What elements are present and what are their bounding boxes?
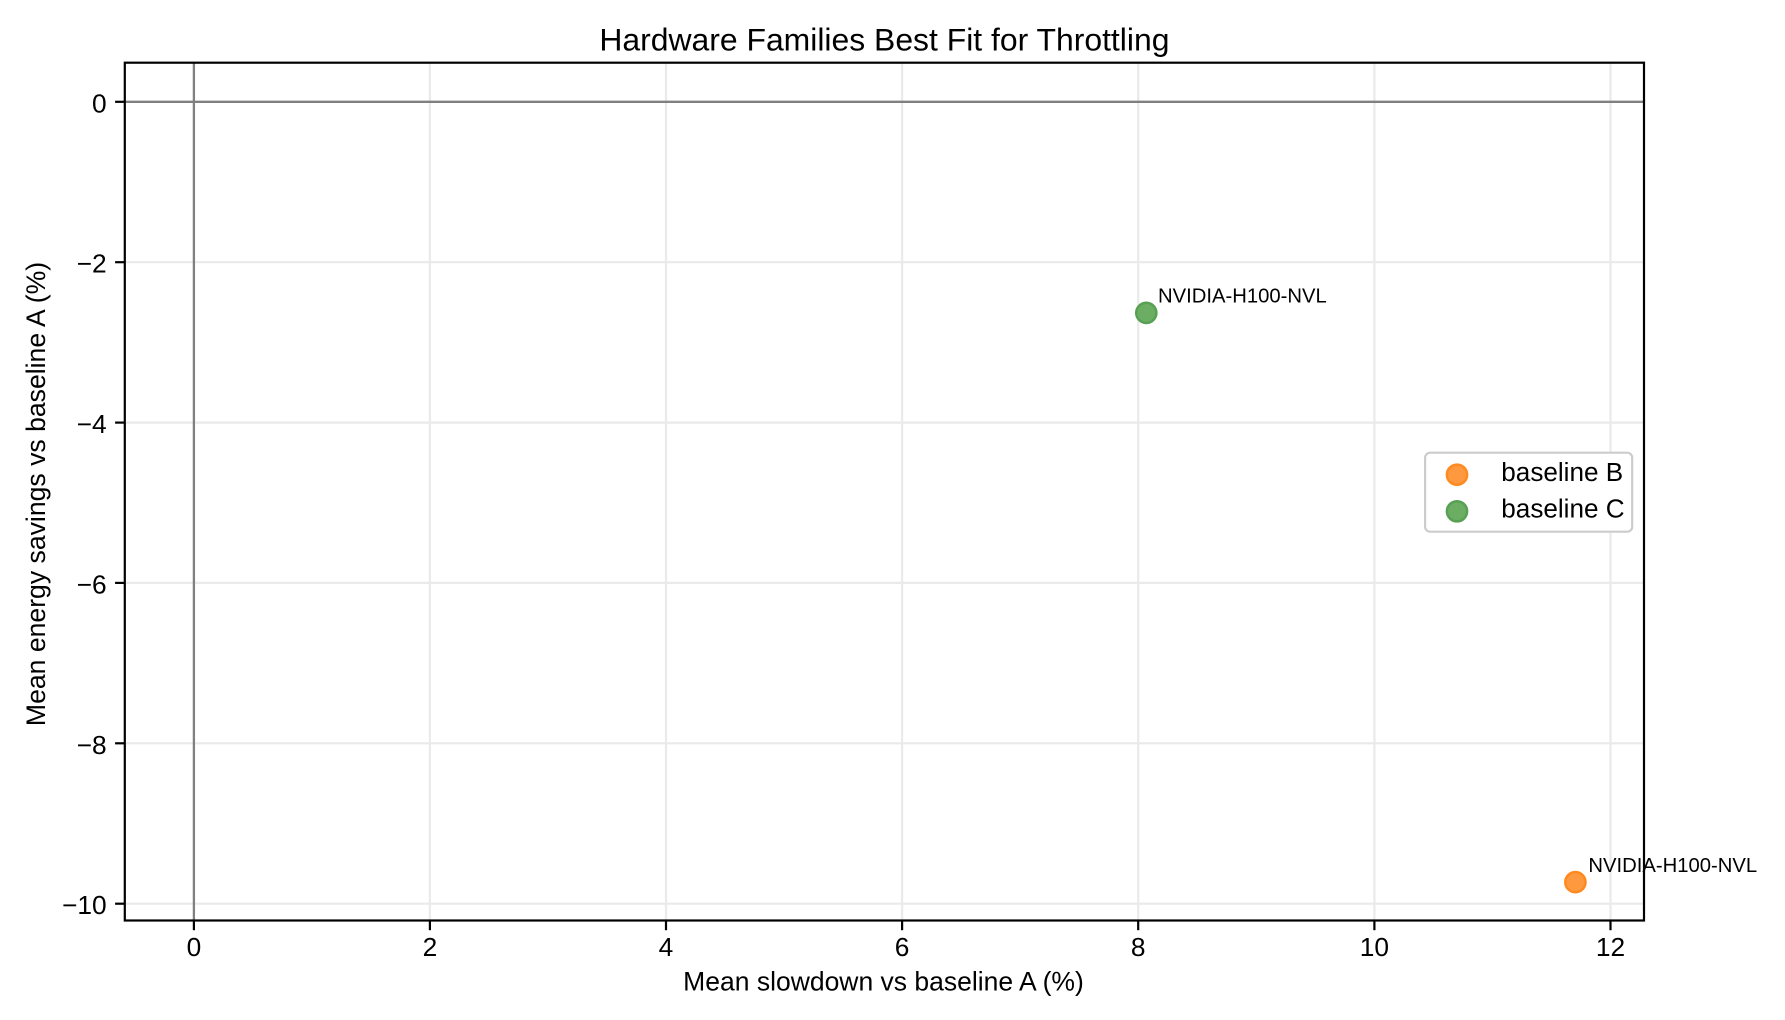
svg-text:−2: −2 xyxy=(77,249,107,279)
svg-text:6: 6 xyxy=(895,932,910,962)
svg-text:−8: −8 xyxy=(77,730,107,760)
svg-text:−10: −10 xyxy=(62,890,107,920)
svg-text:12: 12 xyxy=(1596,932,1625,962)
svg-text:baseline C: baseline C xyxy=(1501,494,1624,524)
svg-text:baseline B: baseline B xyxy=(1501,457,1623,487)
svg-text:NVIDIA-H100-NVL: NVIDIA-H100-NVL xyxy=(1588,855,1757,877)
svg-text:10: 10 xyxy=(1360,932,1389,962)
svg-text:2: 2 xyxy=(423,932,438,962)
svg-text:Hardware Families Best Fit for: Hardware Families Best Fit for Throttlin… xyxy=(599,21,1169,57)
svg-text:0: 0 xyxy=(92,88,107,118)
svg-text:Mean energy savings vs baselin: Mean energy savings vs baseline A (%) xyxy=(21,262,51,726)
svg-text:Mean slowdown vs baseline A (%: Mean slowdown vs baseline A (%) xyxy=(683,967,1084,997)
svg-text:0: 0 xyxy=(187,932,202,962)
svg-text:−6: −6 xyxy=(77,569,107,599)
svg-text:−4: −4 xyxy=(77,409,107,439)
svg-text:8: 8 xyxy=(1131,932,1146,962)
svg-text:4: 4 xyxy=(659,932,674,962)
svg-text:NVIDIA-H100-NVL: NVIDIA-H100-NVL xyxy=(1158,285,1327,307)
